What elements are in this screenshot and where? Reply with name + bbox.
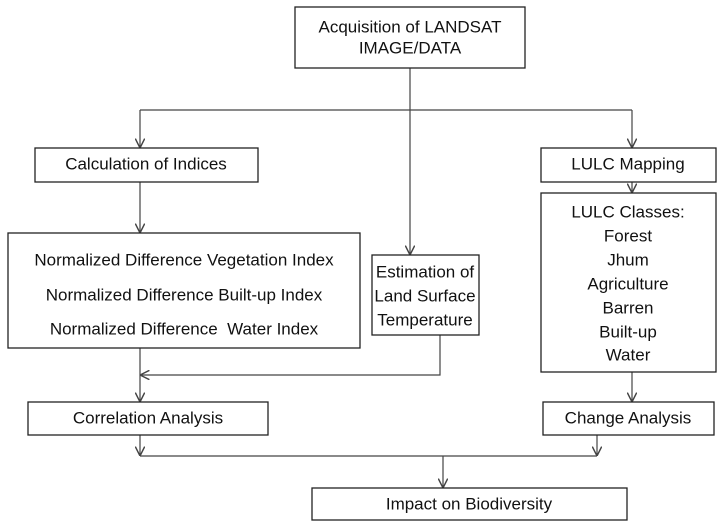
label: Jhum <box>607 250 649 269</box>
box <box>311 487 628 521</box>
label: Normalized Difference Water Index <box>50 319 319 338</box>
label: Estimation of <box>376 262 475 281</box>
label: Normalized Difference Built-up Index <box>46 285 323 304</box>
label: Land Surface <box>374 286 475 305</box>
box <box>27 401 269 436</box>
node: Impact on Biodiversity <box>311 487 628 521</box>
node: LULC Classes: Forest Jhum Agriculture Ba… <box>540 192 717 373</box>
box <box>34 147 259 183</box>
node: LULC Mapping <box>540 147 717 183</box>
label: Built-up <box>599 322 657 341</box>
label: Water <box>606 345 651 364</box>
box <box>540 147 717 183</box>
label: Agriculture <box>587 274 668 293</box>
box <box>371 254 480 336</box>
label: Forest <box>604 226 652 245</box>
label: Acquisition of LANDSAT <box>319 17 502 36</box>
label: Correlation Analysis <box>73 408 223 427</box>
label: LULC Mapping <box>571 154 684 173</box>
node: Estimation of Land Surface Temperature <box>371 254 480 336</box>
box <box>540 192 717 373</box>
box <box>294 6 526 69</box>
node: Normalized Difference Vegetation Index N… <box>7 232 361 349</box>
label: LULC Classes: <box>571 202 684 221</box>
label: Change Analysis <box>565 408 692 427</box>
box <box>542 401 715 436</box>
node: Change Analysis <box>542 401 715 436</box>
label: Impact on Biodiversity <box>386 494 553 513</box>
connectors <box>140 68 632 487</box>
label: IMAGE/DATA <box>359 38 462 57</box>
box <box>7 232 361 349</box>
arrow <box>141 335 441 375</box>
node: Calculation of Indices <box>34 147 259 183</box>
label: Barren <box>602 298 653 317</box>
label: Calculation of Indices <box>65 154 227 173</box>
label: Normalized Difference Vegetation Index <box>34 250 334 269</box>
label: Temperature <box>377 310 472 329</box>
node: Correlation Analysis <box>27 401 269 436</box>
node: Acquisition of LANDSAT IMAGE/DATA <box>294 6 526 69</box>
